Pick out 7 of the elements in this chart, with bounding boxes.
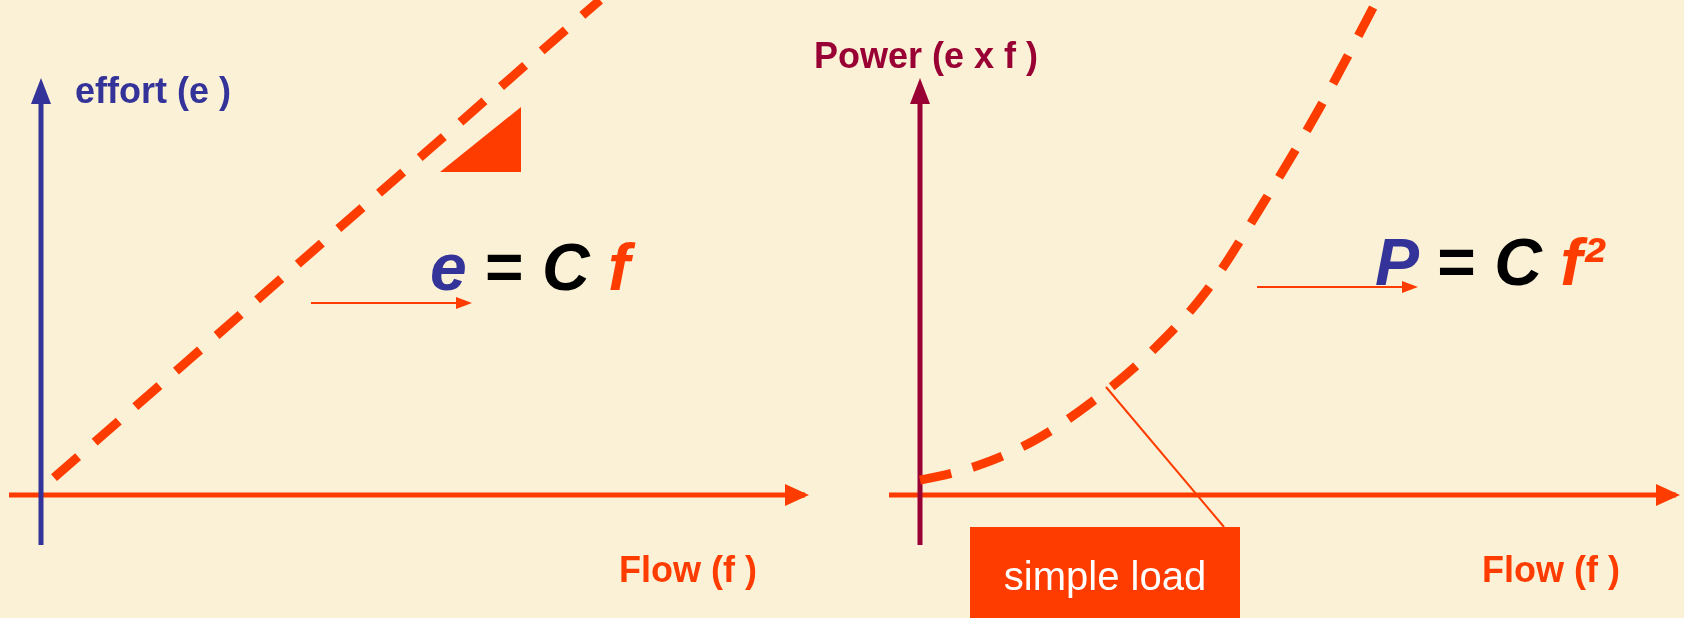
x-axis-title: Flow (f ) [619, 549, 757, 590]
annotation: P = C f² [1375, 225, 1607, 299]
x-axis-title: Flow (f ) [1482, 549, 1620, 590]
y-axis-title: effort (e ) [75, 70, 231, 111]
annotation: e = C f [430, 230, 636, 304]
text: simple load [1003, 554, 1207, 598]
y-axis-title: Power (e x f ) [814, 35, 1039, 76]
